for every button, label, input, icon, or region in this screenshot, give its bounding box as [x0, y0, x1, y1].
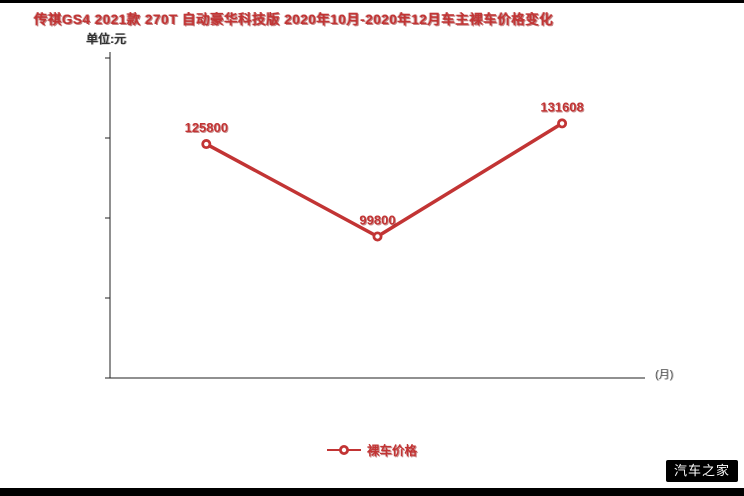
point-value-label: 125800	[185, 120, 228, 135]
legend-series-label: 裸车价格	[366, 444, 417, 458]
legend-marker-icon	[326, 444, 361, 455]
line-chart: 125800 99800 131608	[105, 52, 645, 379]
y-axis-unit-label: 单位:元	[86, 32, 126, 46]
top-border	[0, 0, 744, 3]
data-point-center	[559, 121, 565, 126]
point-value-label: 99800	[359, 212, 395, 227]
data-point-center	[204, 141, 209, 147]
point-value-label: 131608	[540, 99, 583, 114]
chart-legend: 裸车价格	[0, 440, 744, 459]
autohome-watermark: 汽车之家	[665, 460, 738, 482]
data-point-center	[375, 234, 380, 239]
chart-title: 传祺GS4 2021款 270T 自动豪华科技版 2020年10月-2020年1…	[34, 12, 554, 27]
x-axis-end-label: (月)	[655, 369, 674, 381]
bottom-bar	[0, 488, 744, 496]
